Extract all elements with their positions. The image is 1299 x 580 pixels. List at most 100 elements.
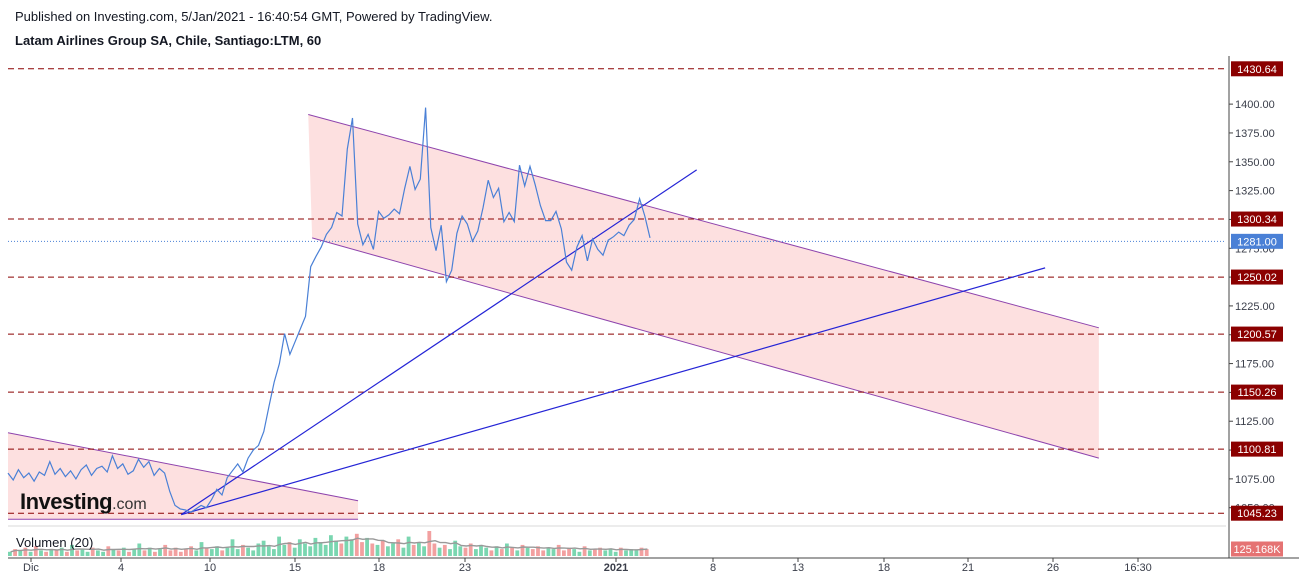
volume-bar: [541, 550, 546, 556]
price-line: [7, 107, 651, 513]
volume-bar: [598, 547, 602, 556]
volume-bar: [427, 531, 432, 556]
volume-bar: [453, 540, 458, 556]
volume-bar: [411, 544, 416, 556]
volume-bar: [644, 549, 649, 556]
volume-bar: [163, 544, 168, 556]
x-tick-label: Dic: [23, 562, 39, 574]
volume-bar: [85, 551, 90, 556]
volume-bar: [173, 547, 178, 556]
volume-bar: [505, 543, 509, 556]
volume-bar: [111, 549, 116, 556]
volume-bar: [365, 537, 369, 556]
volume-bar: [39, 550, 43, 556]
level-tag: 1045.23: [1237, 508, 1277, 520]
level-tag-bg: [1231, 384, 1283, 400]
volume-bar: [90, 547, 95, 556]
volume-bar: [593, 549, 597, 556]
volume-bar: [215, 546, 219, 556]
x-tick-label: 2021: [604, 562, 628, 574]
volume-bar: [349, 539, 354, 556]
volume-bar: [422, 546, 426, 556]
volume-bar: [8, 551, 12, 556]
volume-bar: [572, 549, 577, 556]
x-tick-label: 8: [710, 562, 716, 574]
volume-bar: [401, 547, 406, 556]
volume-bar: [494, 546, 499, 556]
volume-bar: [432, 543, 437, 556]
volume-bar: [153, 551, 157, 556]
brand-name: Investing: [20, 489, 113, 514]
volume-bar: [530, 549, 535, 556]
volume-bar: [246, 547, 250, 556]
level-tag-bg: [1231, 505, 1283, 521]
volume-bar: [168, 550, 173, 556]
volume-bar: [199, 542, 204, 556]
volume-bar: [225, 547, 230, 556]
volume-bar: [458, 546, 463, 556]
volume-bar: [510, 547, 514, 556]
volume-bar: [468, 543, 473, 556]
investing-logo: Investing.com: [20, 489, 147, 515]
volume-bar: [121, 547, 126, 556]
volume-bar: [54, 550, 59, 556]
volume-bar: [520, 544, 525, 556]
y-tick-label: 1350.00: [1235, 157, 1275, 169]
volume-bar: [75, 550, 80, 556]
volume-bar: [65, 551, 69, 556]
volume-bar: [489, 550, 494, 556]
volume-bar: [96, 550, 100, 556]
volume-bar: [556, 544, 561, 556]
volume-bar: [499, 549, 504, 556]
level-tag: 1200.57: [1237, 329, 1277, 341]
volume-bar: [391, 543, 395, 556]
volume-bar: [241, 544, 245, 556]
volume-bar: [116, 550, 121, 556]
volume-bar: [603, 550, 608, 556]
y-tick-label: 1400.00: [1235, 99, 1275, 111]
y-tick-label: 1375.00: [1235, 128, 1275, 140]
x-tick-label: 16:30: [1124, 562, 1152, 574]
level-tag-bg: [1231, 61, 1283, 77]
volume-bar: [13, 549, 17, 556]
volume-bar: [49, 549, 54, 556]
volume-bar: [613, 551, 618, 556]
volume-bar: [308, 546, 313, 556]
level-tag: 1150.26: [1238, 387, 1277, 399]
volume-bar: [209, 549, 214, 556]
volume-bar: [137, 543, 142, 556]
volume-bar: [577, 551, 582, 556]
y-tick-label: 1325.00: [1235, 186, 1275, 198]
volume-bar: [23, 547, 28, 556]
volume-bar: [624, 550, 628, 556]
last-price-tag-bg: [1231, 233, 1283, 249]
volume-bar: [251, 550, 256, 556]
level-tag-bg: [1231, 441, 1283, 457]
price-layer: [7, 107, 651, 513]
last-price-tag: 1281.00: [1237, 236, 1277, 248]
volume-bar: [272, 549, 276, 556]
x-tick-label: 4: [118, 562, 124, 574]
volume-bar: [463, 547, 468, 556]
volume-bar: [629, 549, 634, 556]
volume-bar: [437, 547, 442, 556]
volume-bar: [256, 543, 261, 556]
volume-bar: [18, 550, 23, 556]
volume-bar: [396, 539, 401, 556]
volume-bar: [618, 547, 623, 556]
volume-layer: [8, 525, 1226, 556]
volume-bar: [484, 547, 489, 556]
volume-bar: [184, 549, 188, 556]
descending-channel-main-lower: [311, 237, 1099, 459]
volume-bar: [536, 546, 540, 556]
volume-bar: [634, 550, 639, 556]
price-tags-layer: 1430.64 1300.34 1250.02 1200.57 1150.26 1100.…: [1231, 61, 1283, 557]
volume-bar: [551, 549, 556, 556]
level-tag-bg: [1231, 269, 1283, 285]
volume-bar: [287, 542, 292, 556]
volume-bar: [178, 551, 183, 556]
volume-bar: [282, 544, 287, 556]
descending-channel-main-fill: [308, 114, 1099, 459]
volume-bar: [303, 543, 307, 556]
